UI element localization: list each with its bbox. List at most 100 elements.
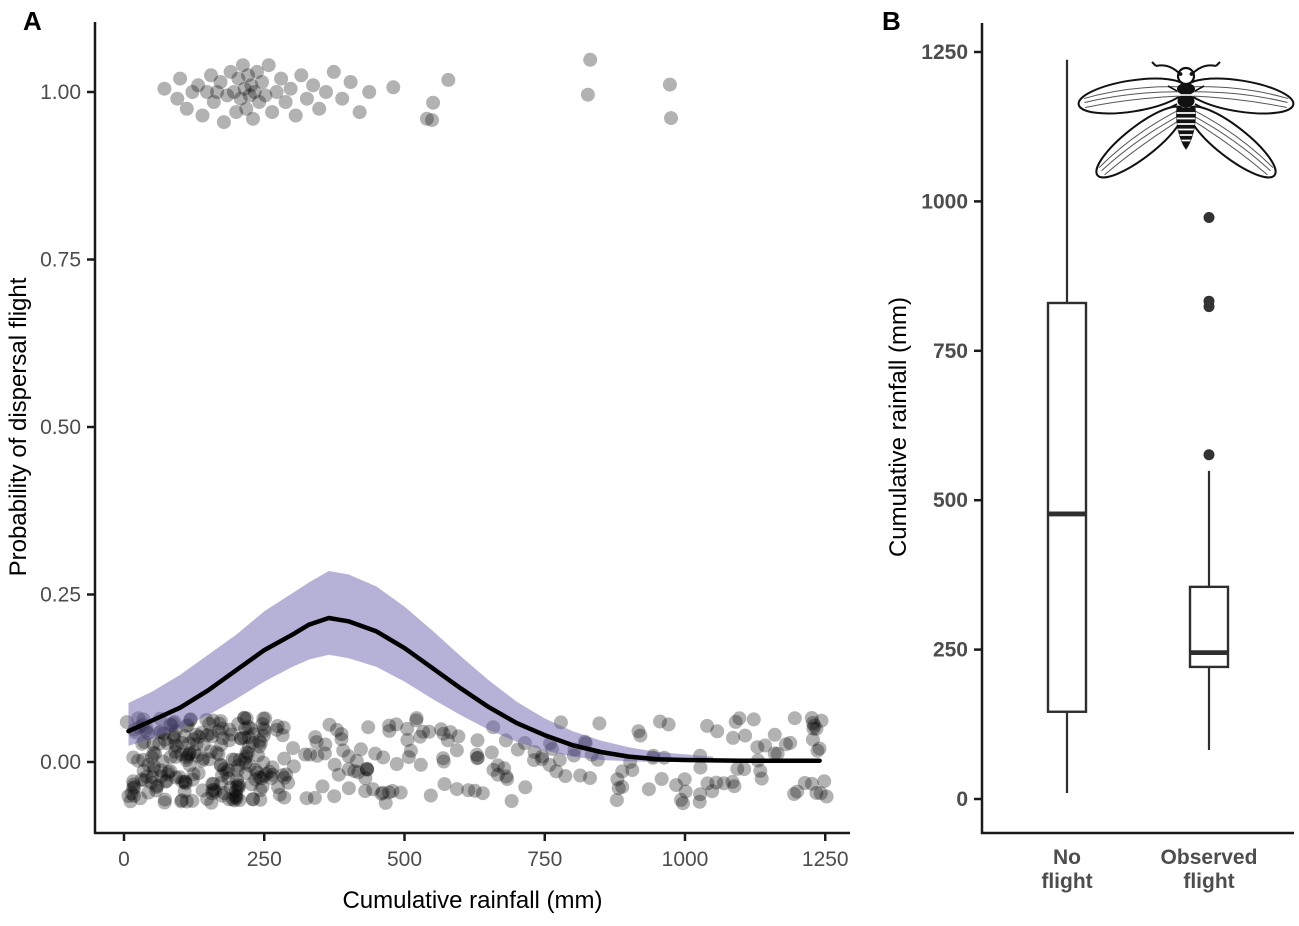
jitter-point-no-flight <box>203 726 218 741</box>
jitter-point-no-flight <box>196 751 211 766</box>
jitter-point-no-flight <box>253 792 268 807</box>
jitter-point-no-flight <box>451 729 466 744</box>
jitter-point-no-flight <box>238 755 253 770</box>
jitter-point-no-flight <box>214 776 228 791</box>
jitter-point-no-flight <box>174 793 189 808</box>
jitter-point-no-flight <box>615 779 630 794</box>
outlier-point <box>1203 212 1215 224</box>
jitter-point-no-flight <box>168 770 183 785</box>
outlier-point <box>1203 295 1215 307</box>
jitter-point-no-flight <box>693 760 708 775</box>
jitter-point-no-flight <box>535 749 550 764</box>
jitter-point-no-flight <box>137 773 152 788</box>
jitter-point-no-flight <box>341 781 356 796</box>
jitter-point-no-flight <box>258 711 273 726</box>
jitter-point-flight <box>583 52 598 67</box>
jitter-point-no-flight <box>219 765 234 780</box>
jitter-point-no-flight <box>245 792 260 807</box>
jitter-point-no-flight <box>127 780 142 795</box>
panel-b-category-label: flight <box>1041 870 1092 893</box>
jitter-point-no-flight <box>510 742 525 757</box>
jitter-point-no-flight <box>221 763 236 778</box>
jitter-point-no-flight <box>286 741 300 756</box>
jitter-point-no-flight <box>158 792 172 807</box>
jitter-point-no-flight <box>232 793 247 807</box>
jitter-point-no-flight <box>214 737 229 752</box>
jitter-point-no-flight <box>234 731 248 746</box>
jitter-point-no-flight <box>401 750 416 765</box>
panel-b-category-label: No <box>1053 846 1081 869</box>
jitter-point-no-flight <box>716 776 731 791</box>
jitter-point-no-flight <box>728 714 743 729</box>
jitter-point-no-flight <box>676 796 690 811</box>
fit-curve <box>126 615 822 763</box>
jitter-point-no-flight <box>499 769 514 784</box>
panel-b-y-axis-title: Cumulative rainfall (mm) <box>885 297 912 557</box>
jitter-point-no-flight <box>166 728 181 742</box>
termite-pronotum <box>1177 83 1195 95</box>
jitter-point-no-flight <box>334 732 349 747</box>
jitter-point-no-flight <box>150 778 165 793</box>
jitter-point-no-flight <box>265 760 280 775</box>
panel-a-y-tick-label: 0.75 <box>40 249 81 272</box>
jitter-point-flight <box>319 85 333 99</box>
jitter-point-no-flight <box>262 764 277 779</box>
jitter-point-flight <box>233 91 248 106</box>
jitter-point-flight <box>326 64 341 79</box>
jitter-point-no-flight <box>726 730 740 745</box>
jitter-point-no-flight <box>126 788 141 803</box>
jitter-point-no-flight <box>179 750 194 765</box>
panel-b-category-label: Observed <box>1161 846 1258 869</box>
jitter-point-no-flight <box>183 712 198 727</box>
jitter-point-no-flight <box>693 787 708 802</box>
jitter-point-no-flight <box>259 767 274 781</box>
jitter-point-no-flight <box>239 711 254 726</box>
jitter-point-no-flight <box>416 724 431 739</box>
jitter-point-no-flight <box>753 763 768 778</box>
jitter-point-no-flight <box>504 794 519 808</box>
jitter-point-no-flight <box>157 732 172 747</box>
jitter-point-no-flight <box>252 739 267 754</box>
jitter-point-no-flight <box>146 745 161 760</box>
jitter-point-no-flight <box>153 763 168 778</box>
jitter-point-flight <box>335 91 350 106</box>
jitter-point-no-flight <box>347 764 362 779</box>
jitter-point-no-flight <box>154 769 169 784</box>
jitter-point-no-flight <box>368 746 383 761</box>
jitter-point-no-flight <box>256 755 271 770</box>
jitter-point-no-flight <box>661 717 676 732</box>
box-iqr <box>1046 301 1088 713</box>
jitter-point-flight <box>206 95 221 109</box>
jitter-point-no-flight <box>161 765 176 780</box>
jitter-point-no-flight <box>615 764 630 779</box>
jitter-point-no-flight <box>229 784 243 799</box>
jitter-point-flight <box>441 72 456 87</box>
jitter-point-no-flight <box>230 763 245 778</box>
jitter-point-no-flight <box>209 745 224 760</box>
jitter-point-no-flight <box>376 750 391 765</box>
jitter-point-no-flight <box>250 765 265 780</box>
jitter-point-no-flight <box>807 718 822 733</box>
jitter-point-no-flight <box>467 783 482 798</box>
jitter-point-no-flight <box>403 743 418 758</box>
jitter-point-no-flight <box>189 737 204 752</box>
jitter-point-no-flight <box>470 751 485 766</box>
jitter-point-no-flight <box>361 720 376 735</box>
jitter-point-no-flight <box>806 721 821 736</box>
jitter-point-flight <box>227 85 241 99</box>
jitter-point-no-flight <box>610 772 625 787</box>
jitter-point-no-flight <box>242 758 257 773</box>
jitter-point-no-flight <box>186 767 201 782</box>
jitter-point-no-flight <box>804 776 819 791</box>
jitter-point-flight <box>200 85 214 99</box>
jitter-point-no-flight <box>248 762 263 777</box>
jitter-point-no-flight <box>195 783 210 798</box>
jitter-point-no-flight <box>307 790 322 805</box>
jitter-point-no-flight <box>182 747 196 762</box>
jitter-point-no-flight <box>215 768 229 783</box>
jitter-point-no-flight <box>175 774 190 789</box>
jitter-point-no-flight <box>137 734 152 749</box>
jitter-point-no-flight <box>222 733 237 748</box>
jitter-point-no-flight <box>152 736 167 751</box>
jitter-point-no-flight <box>215 731 230 746</box>
